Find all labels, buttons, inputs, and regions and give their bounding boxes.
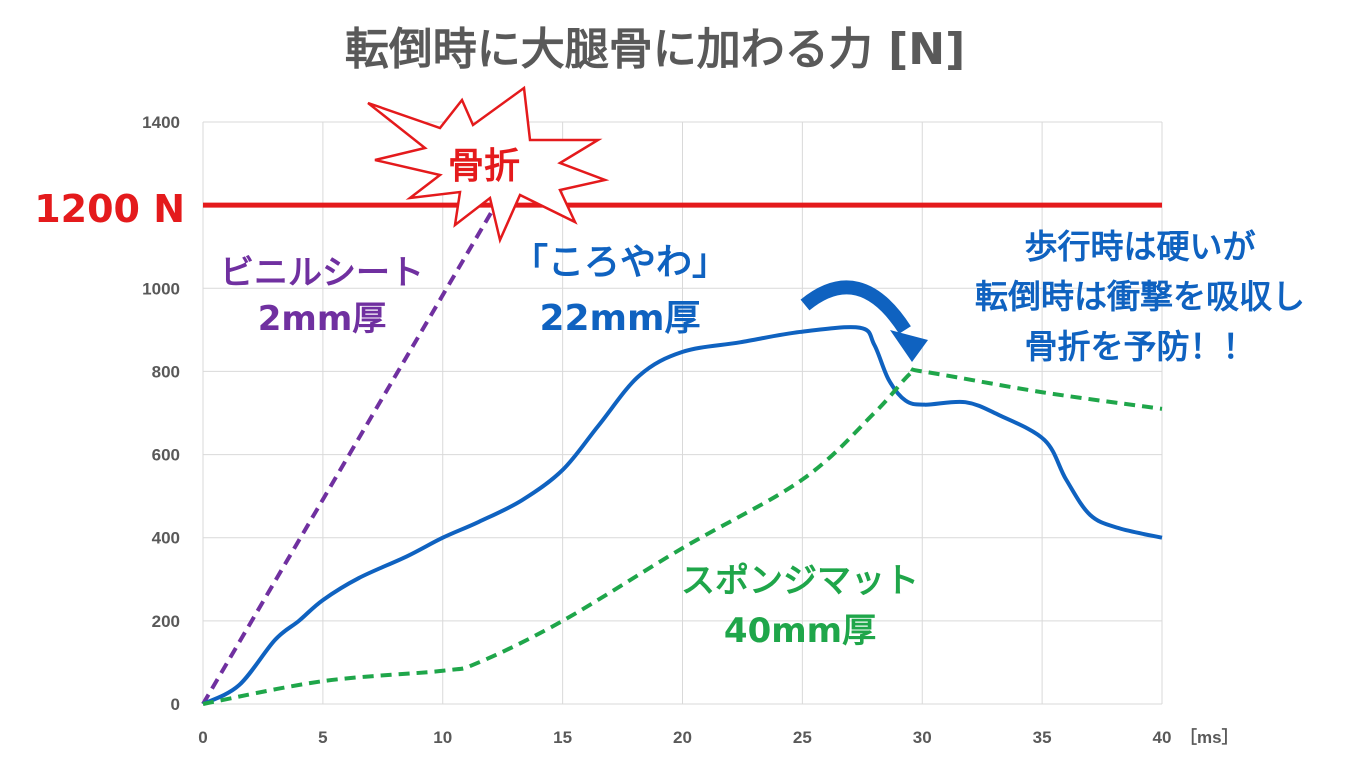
series-group [201, 204, 1163, 706]
series-label: 22mm厚 [539, 298, 700, 339]
x-tick-label: 20 [673, 728, 692, 747]
y-tick-label: 0 [171, 695, 180, 714]
fracture-label: 骨折 [448, 146, 520, 187]
x-tick-label: 5 [318, 728, 327, 747]
annotation-line: 転倒時は衝撃を吸収し [975, 277, 1305, 316]
grid [202, 121, 1163, 705]
series-label: 40mm厚 [724, 611, 876, 651]
series-sponge-mat [202, 366, 1163, 706]
y-tick-label: 400 [152, 529, 180, 548]
x-tick-label: 40 [1153, 728, 1172, 747]
chart-title: 転倒時に大腿骨に加わる力 [N] [345, 24, 965, 75]
y-tick-label: 800 [152, 362, 180, 381]
annotation: 歩行時は硬いが 転倒時は衝撃を吸収し 骨折を予防！！ [975, 227, 1305, 366]
series-label: 「ころやわ」 [512, 242, 728, 283]
arrow-head-icon [890, 330, 928, 362]
x-tick-label: 10 [433, 728, 452, 747]
y-tick-label: 600 [152, 446, 180, 465]
curved-arrow-icon [800, 280, 911, 334]
annotation-line: 骨折を予防！！ [1025, 327, 1256, 366]
series-label: 2mm厚 [258, 299, 387, 339]
x-tick-label: 30 [913, 728, 932, 747]
y-tick-label: 1000 [142, 279, 180, 298]
annotation-line: 歩行時は硬いが [1025, 227, 1256, 266]
x-tick-label: 0 [198, 728, 207, 747]
x-tick-label: 35 [1033, 728, 1052, 747]
series-vinyl-sheet [201, 204, 498, 706]
y-tick-label: 1400 [142, 113, 180, 132]
fracture-burst-icon [367, 85, 610, 244]
series-label: スポンジマット [681, 561, 919, 601]
x-axis-label: ［ms］ [1180, 727, 1239, 747]
series-label: ビニルシート [220, 253, 424, 293]
x-tick-label: 25 [793, 728, 812, 747]
x-tick-label: 15 [553, 728, 572, 747]
series-koroyawa [202, 325, 1163, 706]
threshold-label: 1200 N [34, 187, 185, 231]
y-tick-label: 200 [152, 612, 180, 631]
